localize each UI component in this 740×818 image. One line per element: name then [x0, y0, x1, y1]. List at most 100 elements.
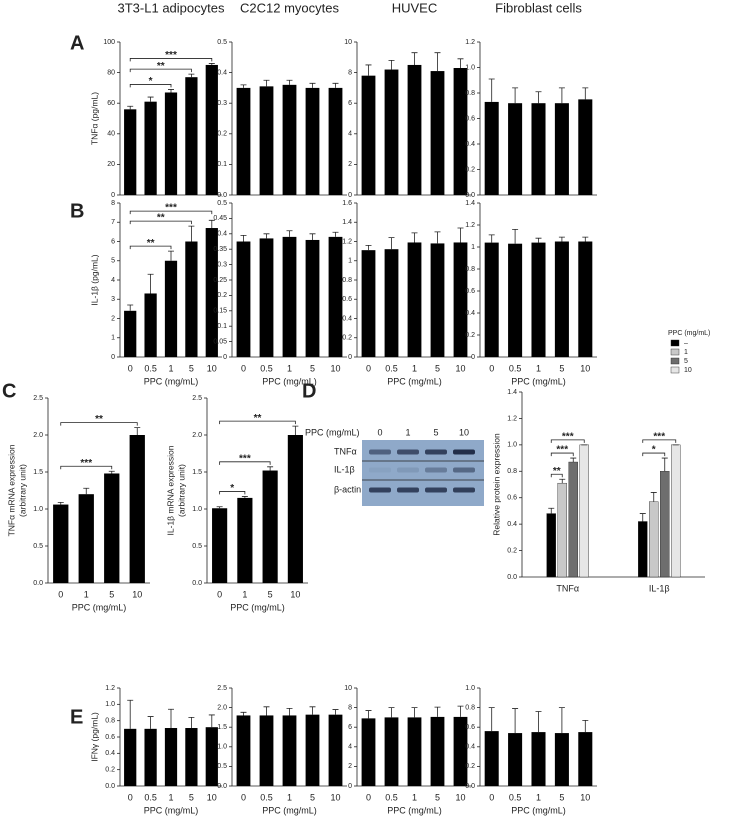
- y-tick-label: 1.4: [507, 389, 517, 396]
- x-tick-label: 1: [168, 363, 173, 373]
- significance-label: ***: [165, 203, 177, 214]
- x-tick-label: 5: [189, 363, 194, 373]
- error-bar: [147, 716, 154, 729]
- x-tick-label: TNFα: [556, 583, 579, 593]
- significance-bracket: [550, 473, 563, 478]
- error-bar: [488, 78, 495, 102]
- column-title: 3T3-L1 adipocytes: [118, 0, 225, 15]
- x-tick-label: 1: [536, 792, 541, 802]
- bar: [164, 260, 178, 357]
- significance-bracket: [550, 452, 574, 457]
- y-axis-label: (arbitrary unit): [17, 464, 27, 517]
- blot-header: PPC (mg/mL): [305, 427, 360, 437]
- y-tick-label: 0.4: [105, 750, 115, 757]
- y-tick-label: 0.8: [465, 704, 475, 711]
- blot-row-label: IL-1β: [334, 464, 355, 474]
- legend-swatch: [670, 357, 680, 365]
- x-tick-label: 5: [268, 589, 273, 599]
- bar: [578, 732, 593, 786]
- x-tick-label: 5: [109, 589, 114, 599]
- y-tick-label: 2: [348, 763, 352, 770]
- y-axis-label: IL-1β mRNA expression: [165, 445, 175, 535]
- x-tick-label: 1: [287, 792, 292, 802]
- x-tick-label: 0.5: [260, 363, 273, 373]
- y-tick-label: 0.4: [507, 521, 517, 528]
- y-tick-label: 0: [111, 192, 115, 199]
- bar: [649, 501, 659, 578]
- x-tick-label: 1: [168, 792, 173, 802]
- x-axis-label: PPC (mg/mL): [387, 376, 442, 386]
- y-tick-label: 1.2: [507, 415, 517, 422]
- x-tick-label: 1: [536, 363, 541, 373]
- y-tick-label: 0.8: [465, 90, 475, 97]
- bar: [78, 494, 94, 583]
- bar: [282, 84, 297, 195]
- significance-label: **: [147, 238, 155, 249]
- error-bar: [411, 707, 418, 718]
- significance-bracket: [60, 465, 113, 470]
- y-tick-label: 0.2: [465, 763, 475, 770]
- y-tick-label: 0.05: [213, 338, 227, 345]
- significance-label: *: [230, 483, 234, 494]
- y-tick-label: 0.2: [217, 131, 227, 138]
- error-bar: [411, 232, 418, 243]
- bar: [407, 64, 422, 195]
- x-tick-label: 0: [366, 792, 371, 802]
- y-tick-label: 0.1: [217, 161, 227, 168]
- x-tick-label: 5: [435, 792, 440, 802]
- error-bar: [208, 63, 215, 65]
- y-tick-label: 2.0: [33, 432, 43, 439]
- x-tick-label: 0.5: [509, 792, 522, 802]
- y-tick-label: 0.5: [217, 763, 227, 770]
- lane-label: 10: [459, 427, 469, 437]
- y-tick-label: 0.8: [105, 718, 115, 725]
- x-tick-label: 0: [489, 792, 494, 802]
- y-tick-label: 1.0: [465, 64, 475, 71]
- error-bar: [457, 705, 464, 717]
- error-bar: [309, 706, 316, 715]
- y-tick-label: 0: [471, 354, 475, 361]
- y-tick-label: 6: [348, 100, 352, 107]
- y-tick-label: 0: [348, 354, 352, 361]
- significance-label: ***: [80, 458, 92, 469]
- y-axis-label: (arbitrary unit): [176, 464, 186, 517]
- x-tick-label: 0: [128, 792, 133, 802]
- bar: [508, 243, 523, 357]
- y-tick-label: 0.2: [342, 335, 352, 342]
- y-tick-label: 1.2: [465, 222, 475, 229]
- y-tick-label: 4: [348, 744, 352, 751]
- y-tick-label: 0.6: [342, 296, 352, 303]
- x-axis-label: PPC (mg/mL): [262, 805, 317, 815]
- error-bar: [535, 91, 542, 104]
- y-tick-label: 0.15: [213, 308, 227, 315]
- y-tick-label: 0.0: [33, 580, 43, 587]
- x-tick-label: 0: [58, 589, 63, 599]
- blot-band: [397, 467, 419, 473]
- legend-swatch: [670, 339, 680, 347]
- panel-label: B: [70, 200, 84, 222]
- y-tick-label: 2: [111, 315, 115, 322]
- error-bar: [108, 470, 115, 474]
- y-tick-label: 0.5: [33, 543, 43, 550]
- x-tick-label: 10: [132, 589, 142, 599]
- bar: [638, 521, 648, 578]
- bar: [259, 86, 274, 195]
- error-bar: [535, 711, 542, 733]
- y-tick-label: 1: [471, 244, 475, 251]
- x-tick-label: 0: [128, 363, 133, 373]
- y-tick-label: 1.2: [465, 39, 475, 46]
- bar: [328, 714, 343, 786]
- significance-bracket: [129, 220, 192, 225]
- bar: [484, 101, 499, 195]
- bar: [124, 109, 137, 195]
- legend-label: –: [684, 340, 688, 347]
- error-bar: [388, 59, 395, 70]
- blot-band: [369, 487, 391, 493]
- error-bar: [332, 709, 339, 715]
- y-tick-label: 1.2: [105, 685, 115, 692]
- error-bar: [434, 231, 441, 244]
- y-tick-label: 0: [111, 354, 115, 361]
- y-tick-label: 0.3: [217, 261, 227, 268]
- error-bar: [127, 105, 134, 110]
